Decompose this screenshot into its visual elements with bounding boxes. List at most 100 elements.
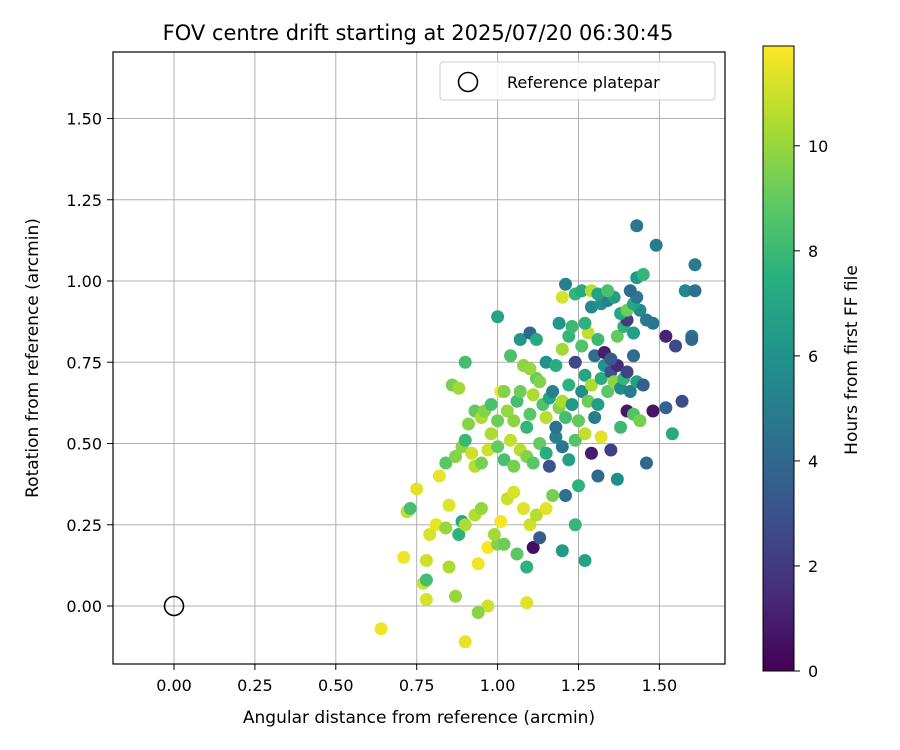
data-point	[575, 385, 589, 398]
data-point	[465, 446, 479, 460]
data-point	[614, 420, 628, 434]
data-point	[474, 456, 488, 470]
data-point	[649, 238, 663, 252]
y-tick-label: 0.25	[66, 516, 102, 535]
data-point	[636, 378, 650, 392]
data-point	[533, 437, 547, 450]
data-point	[562, 329, 576, 343]
data-point	[516, 502, 530, 515]
data-points	[374, 219, 702, 649]
data-point	[507, 414, 521, 428]
data-point	[513, 333, 527, 346]
x-tick-label: 1.50	[642, 676, 678, 695]
data-point	[555, 342, 569, 356]
colorbar: 0 2 4 6 8 10 Hours from first FF file	[762, 45, 862, 681]
data-point	[526, 541, 540, 554]
y-tick-label: 0.75	[66, 353, 102, 372]
data-point	[533, 531, 547, 545]
data-point	[419, 573, 433, 587]
x-tick-label: 0.75	[399, 676, 435, 695]
data-point	[594, 430, 608, 444]
data-point	[678, 284, 692, 298]
x-axis-ticks: 0.00 0.25 0.50 0.75 1.00 1.25 1.50	[156, 664, 677, 695]
data-point	[397, 550, 411, 564]
data-point	[487, 528, 501, 541]
y-tick-label: 0.50	[66, 435, 102, 454]
data-point	[549, 359, 563, 372]
legend-label-reference: Reference platepar	[507, 73, 660, 92]
reference-marker	[163, 595, 185, 617]
data-point	[419, 593, 433, 606]
data-point	[575, 284, 589, 298]
data-point	[539, 411, 553, 424]
data-point	[646, 404, 660, 418]
data-point	[529, 508, 543, 522]
data-point	[568, 518, 582, 532]
data-point	[423, 528, 437, 541]
chart-title: FOV centre drift starting at 2025/07/20 …	[163, 21, 674, 45]
data-point	[520, 560, 534, 574]
data-point	[497, 453, 511, 467]
data-point	[510, 394, 524, 408]
data-point	[491, 310, 505, 324]
data-point	[578, 368, 592, 382]
data-point	[549, 430, 563, 444]
data-point	[623, 385, 637, 398]
data-point	[636, 268, 650, 281]
colorbar-tick-label: 2	[808, 557, 818, 576]
data-point	[481, 599, 495, 613]
data-point	[559, 277, 573, 291]
data-point	[439, 521, 453, 535]
data-point	[688, 258, 702, 272]
y-axis-ticks: 0.00 0.25 0.50 0.75 1.00 1.25 1.50	[66, 110, 113, 616]
data-point	[520, 596, 534, 610]
data-point	[588, 411, 602, 424]
y-tick-label: 0.00	[66, 597, 102, 616]
data-point	[623, 284, 637, 298]
data-point	[601, 385, 615, 398]
data-point	[458, 635, 472, 649]
data-point	[562, 453, 576, 467]
y-tick-label: 1.50	[66, 110, 102, 129]
data-point	[458, 355, 472, 369]
data-point	[572, 479, 585, 493]
data-point	[458, 518, 472, 532]
colorbar-ticks: 0 2 4 6 8 10	[794, 137, 828, 681]
data-point	[594, 372, 608, 385]
x-axis-label: Angular distance from reference (arcmin)	[243, 708, 595, 728]
data-point	[581, 326, 595, 340]
data-point	[513, 385, 527, 398]
data-point	[432, 469, 446, 483]
data-point	[507, 459, 521, 473]
data-point	[449, 589, 463, 603]
colorbar-tick-label: 6	[808, 347, 818, 366]
data-point	[578, 316, 592, 330]
data-point	[627, 349, 641, 363]
colorbar-label: Hours from first FF file	[842, 265, 862, 455]
data-point	[610, 472, 624, 486]
data-point	[504, 349, 518, 363]
data-point	[555, 544, 569, 558]
data-point	[601, 284, 615, 298]
data-point	[659, 401, 673, 415]
legend-marker-reference	[457, 71, 479, 93]
x-tick-label: 1.00	[480, 676, 516, 695]
data-point	[520, 420, 534, 434]
data-point	[546, 489, 560, 502]
data-point	[529, 333, 543, 346]
data-point	[452, 381, 466, 395]
data-point	[620, 365, 634, 379]
colorbar-tick-label: 0	[808, 662, 818, 681]
data-point	[491, 414, 505, 428]
data-point	[568, 355, 582, 369]
y-tick-label: 1.00	[66, 272, 102, 291]
data-point	[685, 333, 699, 346]
colorbar-tick-label: 4	[808, 452, 818, 471]
data-point	[688, 284, 702, 298]
y-tick-label: 1.25	[66, 191, 102, 210]
x-tick-label: 0.25	[237, 676, 273, 695]
data-point	[575, 339, 589, 353]
data-point	[484, 398, 498, 411]
data-point	[546, 385, 560, 398]
